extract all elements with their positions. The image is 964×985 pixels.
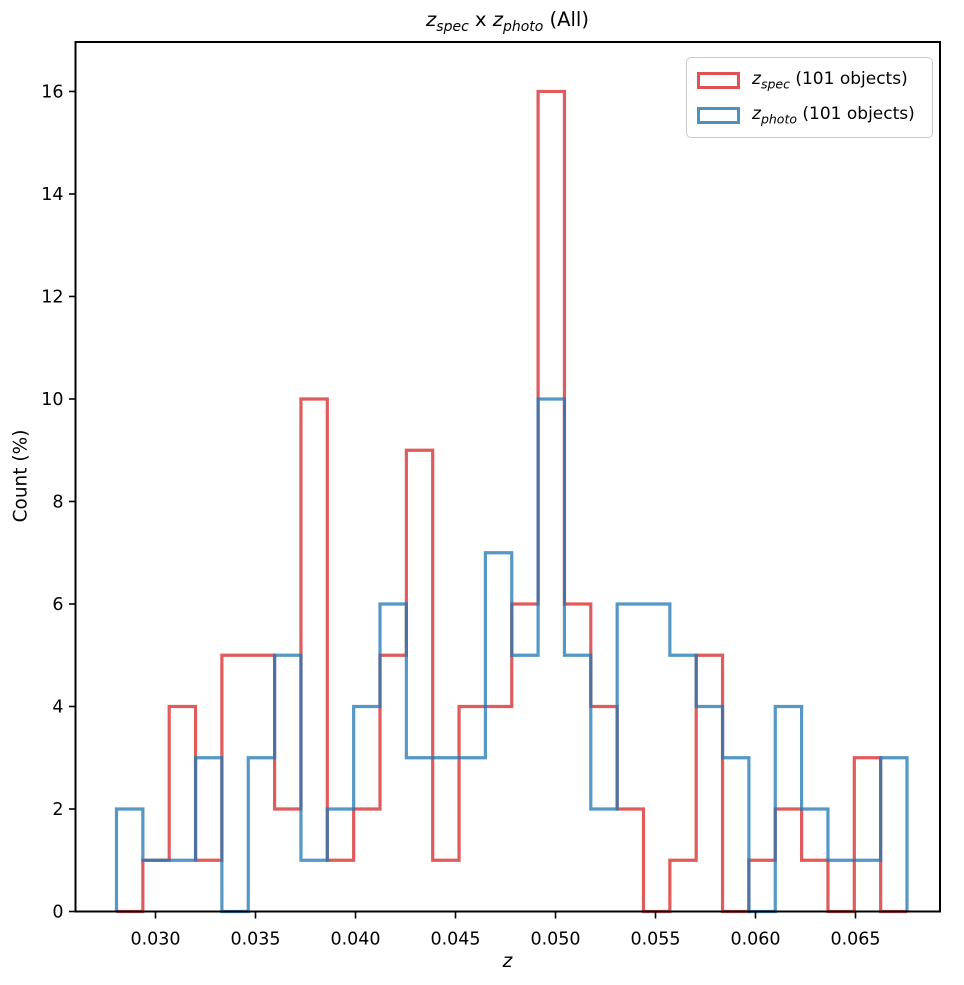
x-tick-label: 0.045 <box>430 930 480 950</box>
x-tick-label: 0.055 <box>630 930 680 950</box>
title-sub1: spec <box>436 18 469 35</box>
title-tail: (All) <box>543 8 589 31</box>
chart-title: zspec x zphoto (All) <box>75 8 940 35</box>
y-tick-label: 2 <box>52 800 63 820</box>
zphoto-swatch-icon <box>697 106 740 124</box>
title-z2: z <box>492 8 503 31</box>
x-tick-label: 0.040 <box>330 930 380 950</box>
y-tick-label: 10 <box>41 390 63 410</box>
y-tick-label: 8 <box>52 492 63 512</box>
legend-zspec-sub: spec <box>760 76 790 92</box>
y-tick-label: 14 <box>41 185 63 205</box>
legend-zphoto-z: z <box>752 103 761 124</box>
y-tick-label: 4 <box>52 697 63 717</box>
x-tick-label: 0.060 <box>730 930 780 950</box>
title-z1: z <box>426 8 437 31</box>
x-tick-label: 0.050 <box>530 930 580 950</box>
y-tick-label: 16 <box>41 82 63 102</box>
legend-zspec-rest: (101 objects) <box>789 68 908 89</box>
y-tick-label: 0 <box>52 903 63 923</box>
y-tick-label: 6 <box>52 595 63 615</box>
x-axis-label: z <box>502 951 513 972</box>
axes-box <box>74 41 941 913</box>
legend-item-zspec: zspec (101 objects) <box>697 67 922 93</box>
legend-zspec-z: z <box>752 68 761 89</box>
x-tick-label: 0.030 <box>130 930 180 950</box>
title-sub2: photo <box>502 18 544 35</box>
legend-item-zphoto: zphoto (101 objects) <box>697 102 922 128</box>
zspec-step-line <box>116 89 907 914</box>
legend-zphoto-rest: (101 objects) <box>797 103 915 124</box>
zphoto-step-line <box>114 397 909 914</box>
legend-label-zspec: zspec (101 objects) <box>752 69 908 91</box>
zspec-swatch-icon <box>697 71 740 89</box>
legend: zspec (101 objects) zphoto (101 objects) <box>686 57 933 138</box>
y-axis-label: Count (%) <box>10 429 32 523</box>
title-mid: x <box>468 8 493 31</box>
legend-zphoto-sub: photo <box>760 111 797 127</box>
x-tick-label: 0.035 <box>230 930 280 950</box>
y-tick-label: 12 <box>41 287 63 307</box>
legend-label-zphoto: zphoto (101 objects) <box>752 104 915 126</box>
x-tick-label: 0.065 <box>830 930 880 950</box>
